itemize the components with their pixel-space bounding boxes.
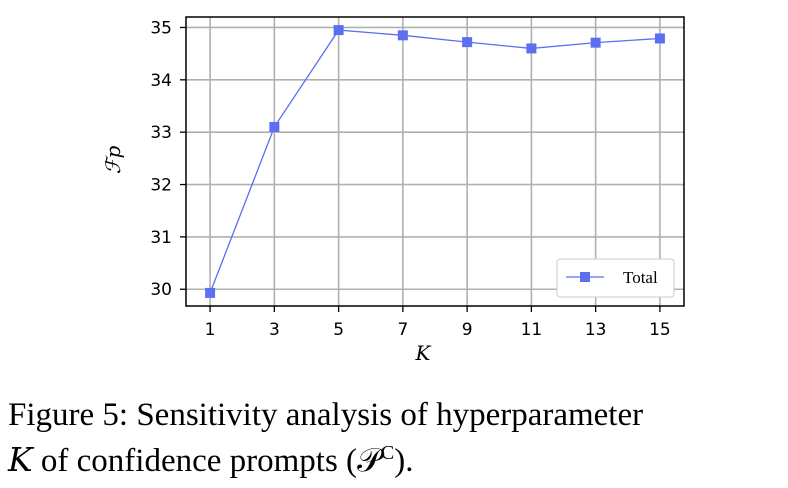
figure-caption: Figure 5: Sensitivity analysis of hyperp… (8, 396, 783, 480)
plot-frame (185, 16, 685, 307)
caption-sup: C (380, 442, 395, 464)
y-tick-label: 31 (150, 228, 172, 248)
y-tick-label: 34 (150, 71, 172, 91)
x-tick-label: 11 (521, 320, 543, 340)
x-tick-label: 5 (333, 320, 344, 340)
caption-math: 𝒫 (357, 443, 381, 479)
legend-label: Total (623, 268, 658, 287)
data-point (462, 37, 473, 48)
x-axis-label: K (415, 341, 432, 365)
legend-box (556, 258, 675, 298)
plot-background (186, 17, 684, 306)
x-tick-label: 9 (462, 320, 473, 340)
data-point (333, 25, 344, 36)
y-axis-label: ℱp (101, 146, 125, 175)
x-tick-label: 1 (205, 320, 216, 340)
data-point (590, 37, 601, 48)
caption-var: K (8, 440, 33, 479)
data-point (269, 121, 280, 132)
series-total (205, 25, 665, 298)
data-point (397, 30, 408, 41)
caption-middle: of confidence prompts ( (32, 443, 358, 479)
caption-suffix: ). (394, 443, 414, 479)
y-tick-label: 32 (150, 176, 172, 196)
x-tick-label: 13 (585, 320, 607, 340)
x-tick-label: 7 (397, 320, 408, 340)
x-tick-label: 15 (649, 320, 671, 340)
series-line (209, 29, 660, 294)
y-tick-label: 30 (150, 280, 172, 300)
y-tick-label: 35 (150, 18, 172, 38)
data-point (526, 43, 537, 54)
caption-prefix: Figure 5: Sensitivity analysis of hyperp… (8, 397, 644, 433)
data-point (205, 287, 216, 298)
y-tick-label: 33 (150, 123, 172, 143)
grid (186, 17, 684, 306)
x-tick-label: 3 (269, 320, 280, 340)
data-point (654, 33, 665, 44)
legend: Total (556, 258, 675, 298)
legend-marker (580, 272, 590, 282)
